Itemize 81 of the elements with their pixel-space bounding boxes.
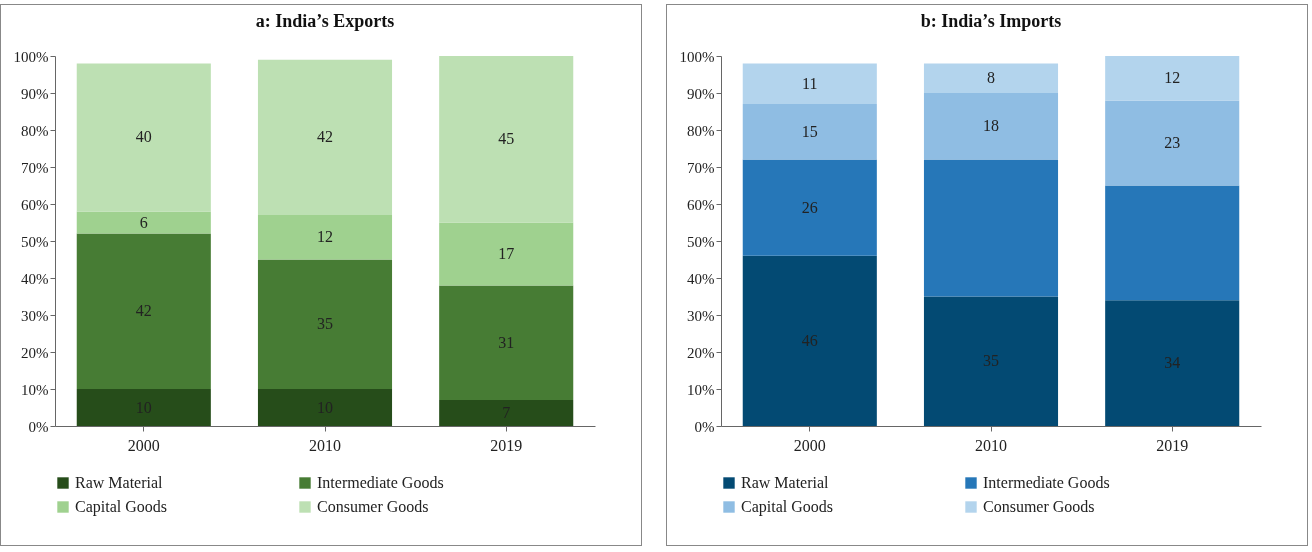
data-label: 31: [498, 333, 515, 351]
y-tick-label: 80%: [687, 122, 715, 139]
x-tick-label: 2000: [793, 436, 826, 454]
y-tick-label: 50%: [687, 233, 715, 250]
bar: [923, 93, 1059, 160]
y-tick-label: 10%: [687, 381, 715, 398]
data-label: 18: [983, 117, 999, 135]
chart-title: b: India’s Imports: [920, 11, 1062, 31]
bar: [439, 400, 574, 426]
y-tick-label: 30%: [687, 307, 715, 324]
bar: [1105, 100, 1240, 186]
bar: [742, 255, 877, 426]
y-tick-label: 0%: [694, 418, 715, 435]
legend-label: Raw Material: [75, 474, 164, 491]
legend-label: Intermediate Goods: [317, 474, 444, 491]
legend-label: Intermediate Goods: [983, 474, 1110, 491]
y-tick-label: 80%: [21, 122, 49, 139]
data-label: 17: [498, 244, 515, 262]
y-tick-label: 30%: [21, 307, 49, 324]
data-label: 35: [317, 315, 333, 333]
x-tick-label: 2019: [490, 436, 523, 454]
data-label: 6: [139, 213, 148, 231]
y-tick-label: 100%: [679, 48, 715, 65]
x-tick-label: 2019: [1156, 436, 1189, 454]
bar: [1105, 300, 1240, 426]
bar: [742, 104, 877, 160]
bar: [76, 389, 211, 426]
y-tick-label: 40%: [687, 270, 715, 287]
y-tick-label: 100%: [13, 48, 49, 65]
bar: [257, 389, 393, 426]
x-tick-label: 2010: [309, 436, 341, 454]
bar: [923, 296, 1059, 426]
legend-label: Capital Goods: [741, 498, 833, 516]
x-tick-label: 2010: [975, 436, 1007, 454]
legend-label: Capital Goods: [75, 498, 167, 516]
bar: [76, 63, 211, 212]
data-label: 42: [135, 302, 152, 320]
y-tick-label: 90%: [687, 85, 715, 102]
legend-label: Raw Material: [741, 474, 830, 491]
bar: [742, 63, 877, 105]
y-tick-label: 90%: [21, 85, 49, 102]
data-label: 23: [1164, 133, 1181, 151]
bar: [257, 59, 393, 216]
y-tick-label: 70%: [687, 159, 715, 176]
data-label: 46: [801, 331, 818, 349]
y-tick-label: 60%: [687, 196, 715, 213]
data-label: 12: [1164, 69, 1181, 87]
bar: [923, 63, 1059, 93]
data-label: 26: [801, 198, 818, 216]
bar: [257, 215, 393, 260]
chart-title: a: India’s Exports: [255, 11, 395, 31]
y-tick-label: 50%: [21, 233, 49, 250]
data-label: 35: [983, 352, 999, 370]
data-label: 8: [987, 69, 995, 87]
y-tick-label: 10%: [21, 381, 49, 398]
data-label: 42: [317, 128, 333, 146]
bar: [439, 56, 574, 223]
y-tick-label: 60%: [21, 196, 49, 213]
bar: [439, 285, 574, 401]
bar: [76, 233, 211, 389]
bar: [76, 211, 211, 234]
data-label: 45: [498, 130, 515, 148]
data-label: 12: [317, 228, 333, 246]
bar: [742, 159, 877, 256]
legend-label: Consumer Goods: [983, 498, 1095, 515]
x-tick-label: 2000: [127, 436, 160, 454]
y-tick-label: 20%: [21, 344, 49, 361]
bar: [923, 159, 1059, 297]
y-tick-label: 0%: [28, 418, 49, 435]
data-label: 34: [1164, 354, 1181, 372]
bar: [439, 222, 574, 286]
legend-label: Consumer Goods: [317, 498, 429, 515]
bar: [1105, 56, 1240, 101]
y-tick-label: 70%: [21, 159, 49, 176]
data-label: 15: [801, 122, 818, 140]
y-tick-label: 20%: [687, 344, 715, 361]
data-label: 40: [135, 128, 152, 146]
bar: [1105, 185, 1240, 301]
y-tick-label: 40%: [21, 270, 49, 287]
data-label: 11: [802, 74, 818, 92]
bar: [257, 259, 393, 389]
